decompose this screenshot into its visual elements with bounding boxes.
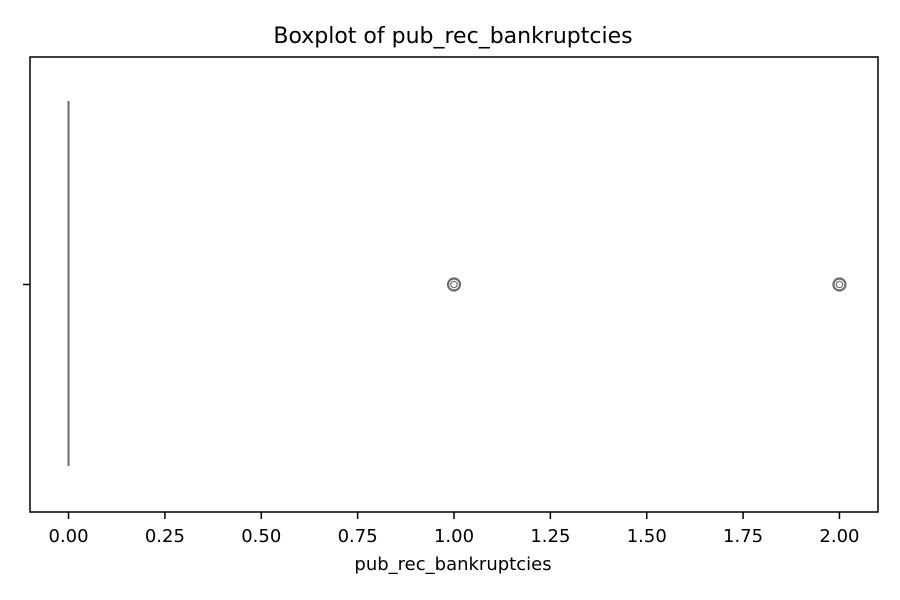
- plot-area: [67, 101, 847, 466]
- x-tick-label: 0.75: [338, 526, 378, 547]
- x-tick-label: 0.00: [49, 526, 89, 547]
- x-tick-label: 1.50: [627, 526, 667, 547]
- x-tick-label: 1.00: [434, 526, 474, 547]
- outlier-point: [832, 277, 847, 292]
- x-tick-label: 0.25: [145, 526, 185, 547]
- x-tick-label: 2.00: [819, 526, 859, 547]
- x-tick-label: 1.25: [530, 526, 570, 547]
- x-tick-label: 0.50: [241, 526, 281, 547]
- x-axis-label: pub_rec_bankruptcies: [354, 554, 551, 575]
- chart-title: Boxplot of pub_rec_bankruptcies: [273, 24, 632, 49]
- outlier-point-inner: [450, 280, 458, 289]
- x-tick-label: 1.75: [723, 526, 763, 547]
- outlier-point: [446, 277, 462, 292]
- outlier-point-inner: [835, 280, 844, 289]
- x-axis-ticks: 0.00 0.25 0.50 0.75 1.00 1.25 1.50 1.75 2.00: [49, 512, 859, 547]
